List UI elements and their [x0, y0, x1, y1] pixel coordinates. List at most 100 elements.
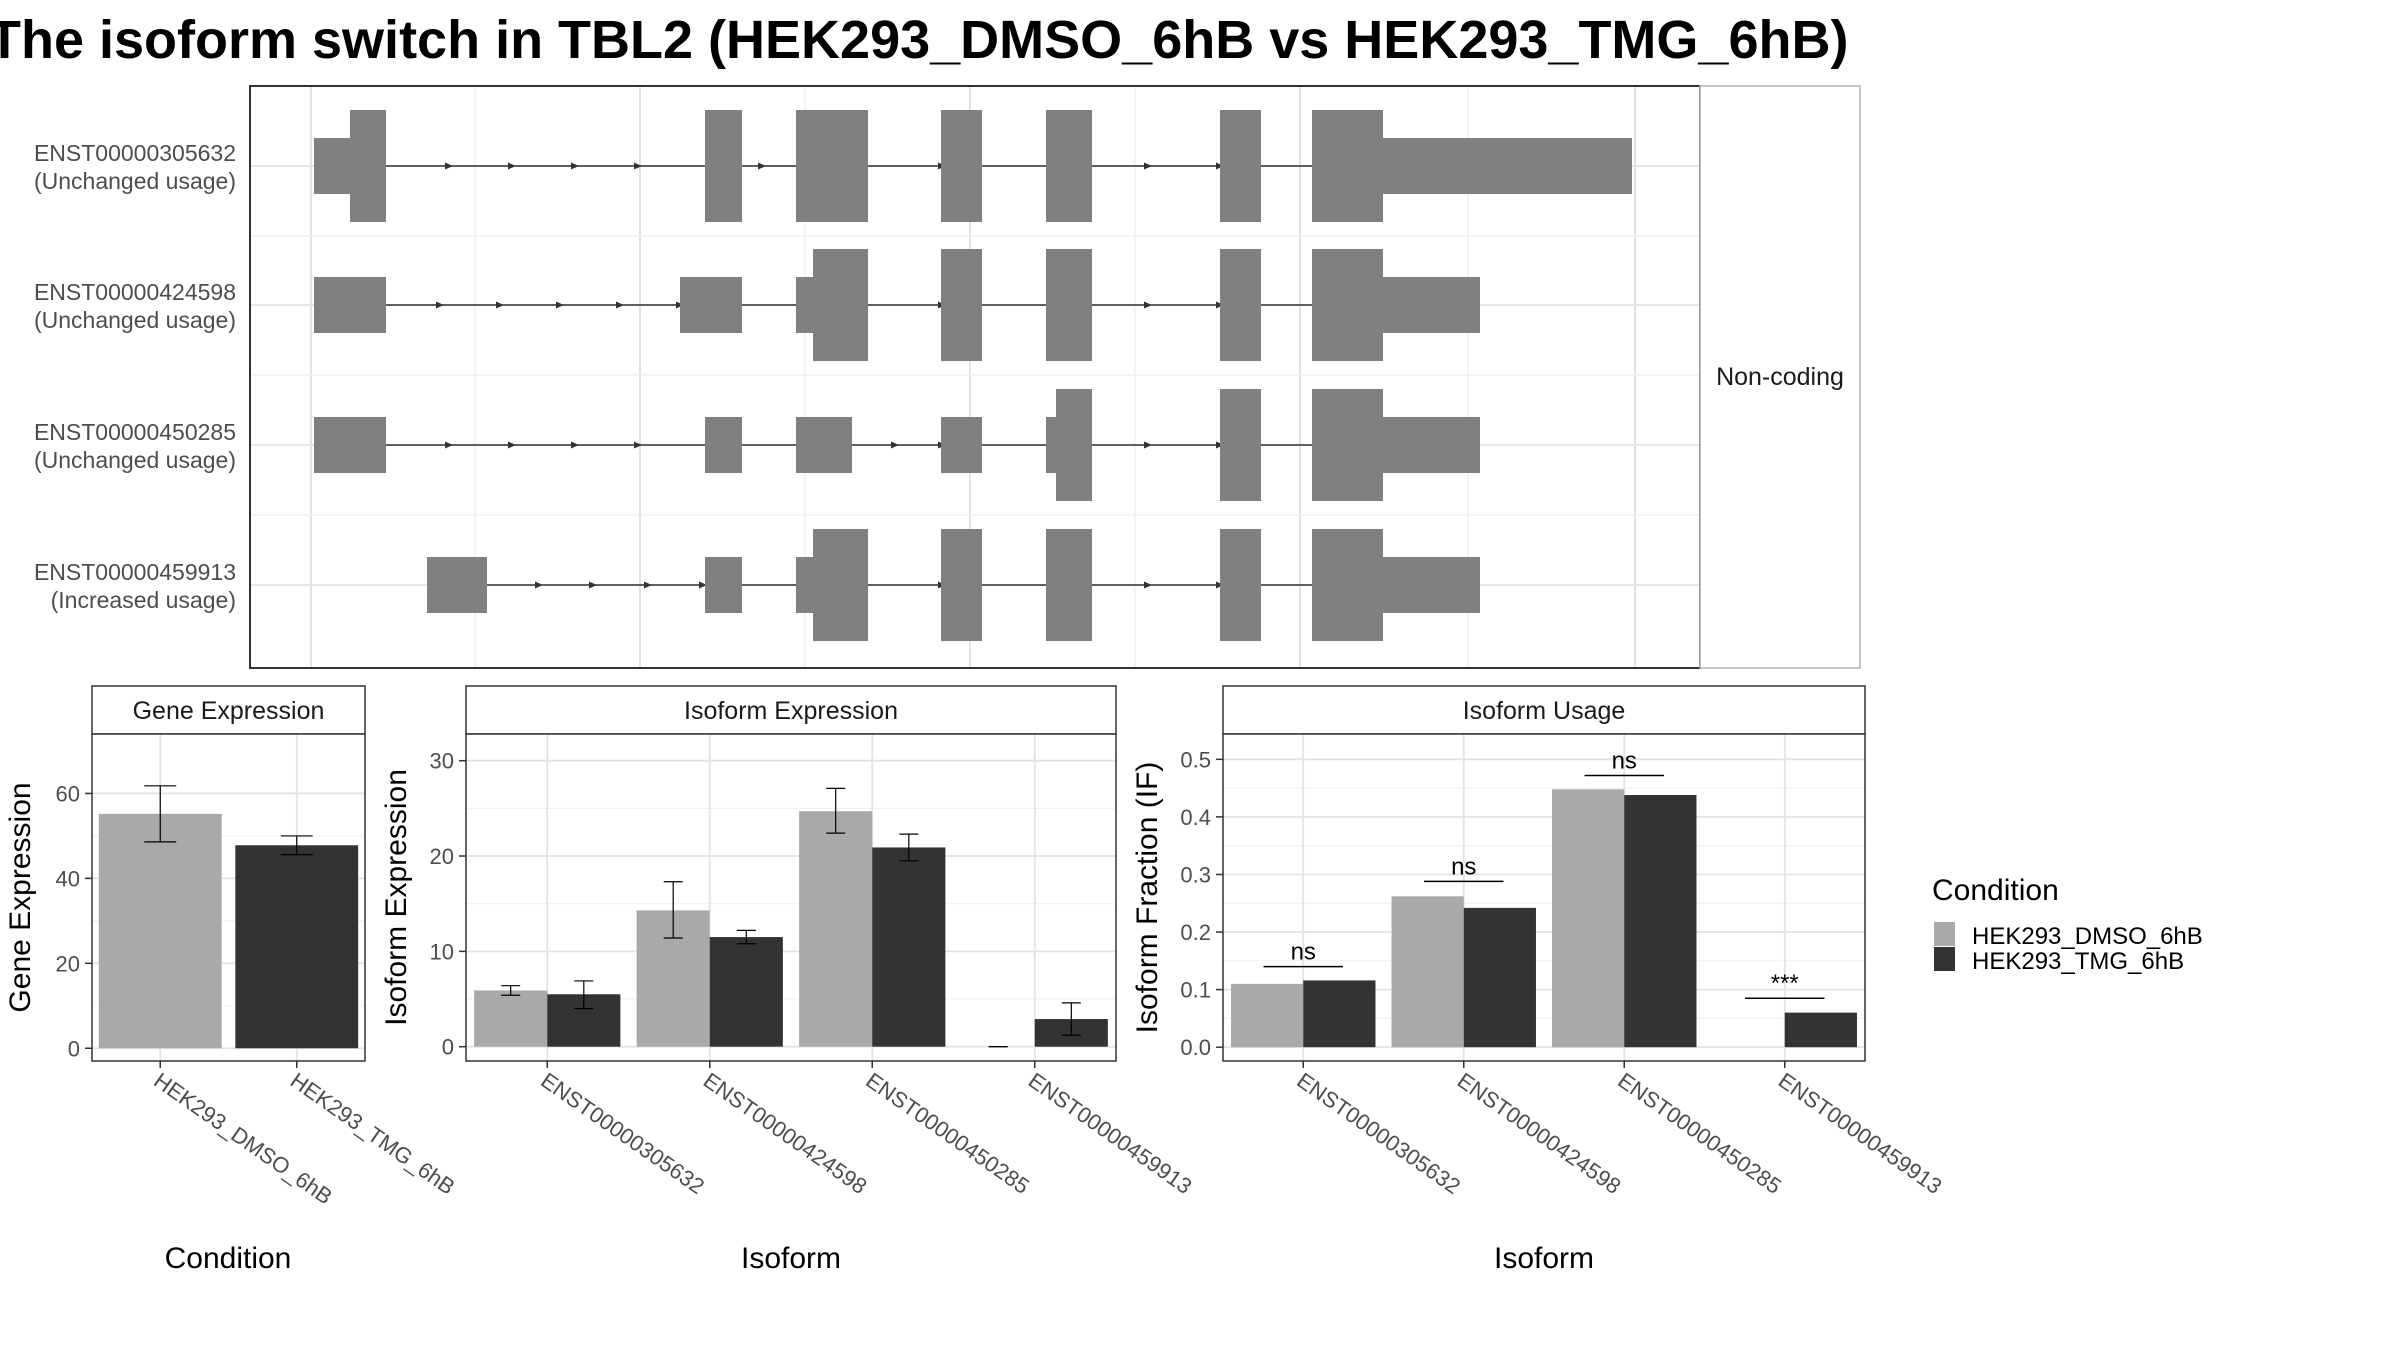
isoform-usage-panel: Isoform Usage 0.0 0.1 0.2 0.3 0.4 0.5 ENST0000… [1131, 685, 1947, 1275]
transcript-usage-label: (Increased usage) [51, 587, 236, 613]
noncoding-strip-label: Non-coding [1716, 363, 1844, 391]
legend-label-treatment: HEK293_TMG_6hB [1972, 948, 2184, 975]
strand-arrow-icon [634, 441, 642, 449]
strand-arrow-icon [508, 162, 516, 170]
transcript-id-label: ENST00000424598 [34, 279, 236, 305]
x-tick-label: ENST00000450285 [1613, 1068, 1786, 1199]
strand-arrow-icon [556, 301, 564, 309]
coding-exon [705, 110, 742, 222]
y-tick-label: 0 [442, 1035, 454, 1060]
isoform-expression-ylabel: Isoform Expression [380, 769, 413, 1026]
coding-exon [1220, 249, 1261, 361]
y-tick-label: 10 [430, 939, 454, 964]
coding-exon [813, 249, 868, 361]
isoform-expression-panel: Isoform Expression 0 10 20 30 ENST0000030563… [380, 685, 1197, 1275]
isoform-expression-strip [465, 685, 1117, 735]
legend-title: Condition [1932, 874, 2059, 907]
strand-arrow-icon [1144, 301, 1152, 309]
coding-exon [1312, 389, 1383, 501]
legend-swatch-treatment [1934, 947, 1955, 971]
y-tick-label: 0.4 [1180, 805, 1211, 830]
gene-expression-strip-label: Gene Expression [133, 697, 325, 725]
utr-exon [705, 417, 742, 473]
gene-expression-plot-border [91, 733, 366, 1062]
y-tick-label: 0.5 [1180, 747, 1211, 772]
strand-arrow-icon [758, 162, 766, 170]
legend: Condition HEK293_DMSO_6hB HEK293_TMG_6hB [1932, 874, 2203, 975]
coding-exon [1046, 249, 1092, 361]
bar [235, 845, 359, 1049]
utr-exon [796, 417, 852, 473]
strand-arrow-icon [891, 441, 899, 449]
strand-arrow-icon [445, 162, 453, 170]
isoform-usage-plot: 0.00.10.20.30.40.5ENST00000305632ENST000… [1180, 734, 1947, 1199]
significance-label: ns [1451, 853, 1476, 880]
strand-arrow-icon [436, 301, 444, 309]
coding-exon [1056, 389, 1092, 501]
y-tick-label: 0 [68, 1036, 80, 1061]
isoform-expression-plot: 0102030ENST00000305632ENST00000424598ENS… [430, 734, 1197, 1199]
y-tick-label: 0.3 [1180, 862, 1211, 887]
x-tick-label: ENST00000424598 [1453, 1068, 1626, 1199]
isoform-expression-plot-border [465, 733, 1117, 1062]
isoform-usage-plot-border [1222, 733, 1866, 1062]
noncoding-strip [1699, 85, 1861, 669]
transcript-model-2 [314, 249, 1480, 361]
legend-swatch-control [1934, 922, 1955, 946]
gene-expression-xlabel: Condition [165, 1242, 292, 1275]
x-tick-label: ENST00000459913 [1024, 1068, 1197, 1199]
strand-arrow-icon [634, 162, 642, 170]
coding-exon [941, 249, 982, 361]
coding-exon [941, 110, 982, 222]
bar [872, 847, 946, 1047]
transcript-usage-label: (Unchanged usage) [34, 168, 236, 194]
strand-arrow-icon [699, 581, 707, 589]
utr-exon [705, 557, 742, 613]
transcript-model-3 [314, 389, 1480, 501]
transcript-usage-label: (Unchanged usage) [34, 307, 236, 333]
gene-expression-ylabel: Gene Expression [4, 782, 37, 1012]
strand-arrow-icon [535, 581, 543, 589]
utr-exon [1383, 277, 1480, 333]
strand-arrow-icon [616, 301, 624, 309]
figure-title: The isoform switch in TBL2 (HEK293_DMSO_… [0, 10, 1848, 70]
bar [1303, 980, 1376, 1048]
utr-exon [427, 557, 487, 613]
y-tick-label: 30 [430, 749, 454, 774]
gene-expression-strip [91, 685, 366, 735]
coding-exon [941, 529, 982, 641]
utr-exon [1383, 557, 1480, 613]
gene-structure-panel: Non-coding ENST00000305632(Unchanged usa… [34, 85, 1861, 669]
utr-exon [1383, 417, 1480, 473]
y-tick-label: 40 [56, 866, 80, 891]
legend-label-control: HEK293_DMSO_6hB [1972, 923, 2203, 950]
coding-exon [1312, 249, 1383, 361]
y-tick-label: 20 [430, 844, 454, 869]
x-tick-label: ENST00000459913 [1774, 1068, 1947, 1199]
isoform-usage-ylabel: Isoform Fraction (IF) [1131, 762, 1164, 1034]
strand-arrow-icon [571, 441, 579, 449]
x-tick-label: ENST00000305632 [536, 1068, 709, 1199]
y-tick-label: 60 [56, 781, 80, 806]
coding-exon [1312, 110, 1383, 222]
significance-label: ns [1612, 747, 1637, 774]
coding-exon [1046, 110, 1092, 222]
isoform-usage-xlabel: Isoform [1494, 1242, 1594, 1275]
coding-exon [1220, 110, 1261, 222]
utr-exon [680, 277, 742, 333]
coding-exon [1220, 389, 1261, 501]
isoform-expression-xlabel: Isoform [741, 1242, 841, 1275]
transcript-id-label: ENST00000459913 [34, 559, 236, 585]
coding-exon [1312, 529, 1383, 641]
y-tick-label: 0.2 [1180, 920, 1211, 945]
bar [1463, 907, 1536, 1048]
transcript-usage-label: (Unchanged usage) [34, 447, 236, 473]
bar [799, 811, 873, 1047]
utr-exon [314, 417, 386, 473]
y-tick-label: 0.0 [1180, 1035, 1211, 1060]
strand-arrow-icon [496, 301, 504, 309]
strand-arrow-icon [1144, 441, 1152, 449]
bar [474, 990, 548, 1047]
isoform-expression-strip-label: Isoform Expression [684, 697, 898, 725]
